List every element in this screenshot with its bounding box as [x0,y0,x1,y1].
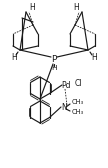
Text: CH₃: CH₃ [72,99,84,105]
Text: CH₃: CH₃ [72,109,84,115]
Text: H: H [29,4,35,12]
Text: H: H [11,52,17,61]
Text: Pd: Pd [61,81,71,91]
Text: N: N [61,103,67,113]
Text: Cl: Cl [74,79,82,89]
Text: H: H [91,52,97,61]
Text: P: P [51,55,57,65]
Text: H: H [73,4,79,12]
Text: H: H [51,65,57,71]
